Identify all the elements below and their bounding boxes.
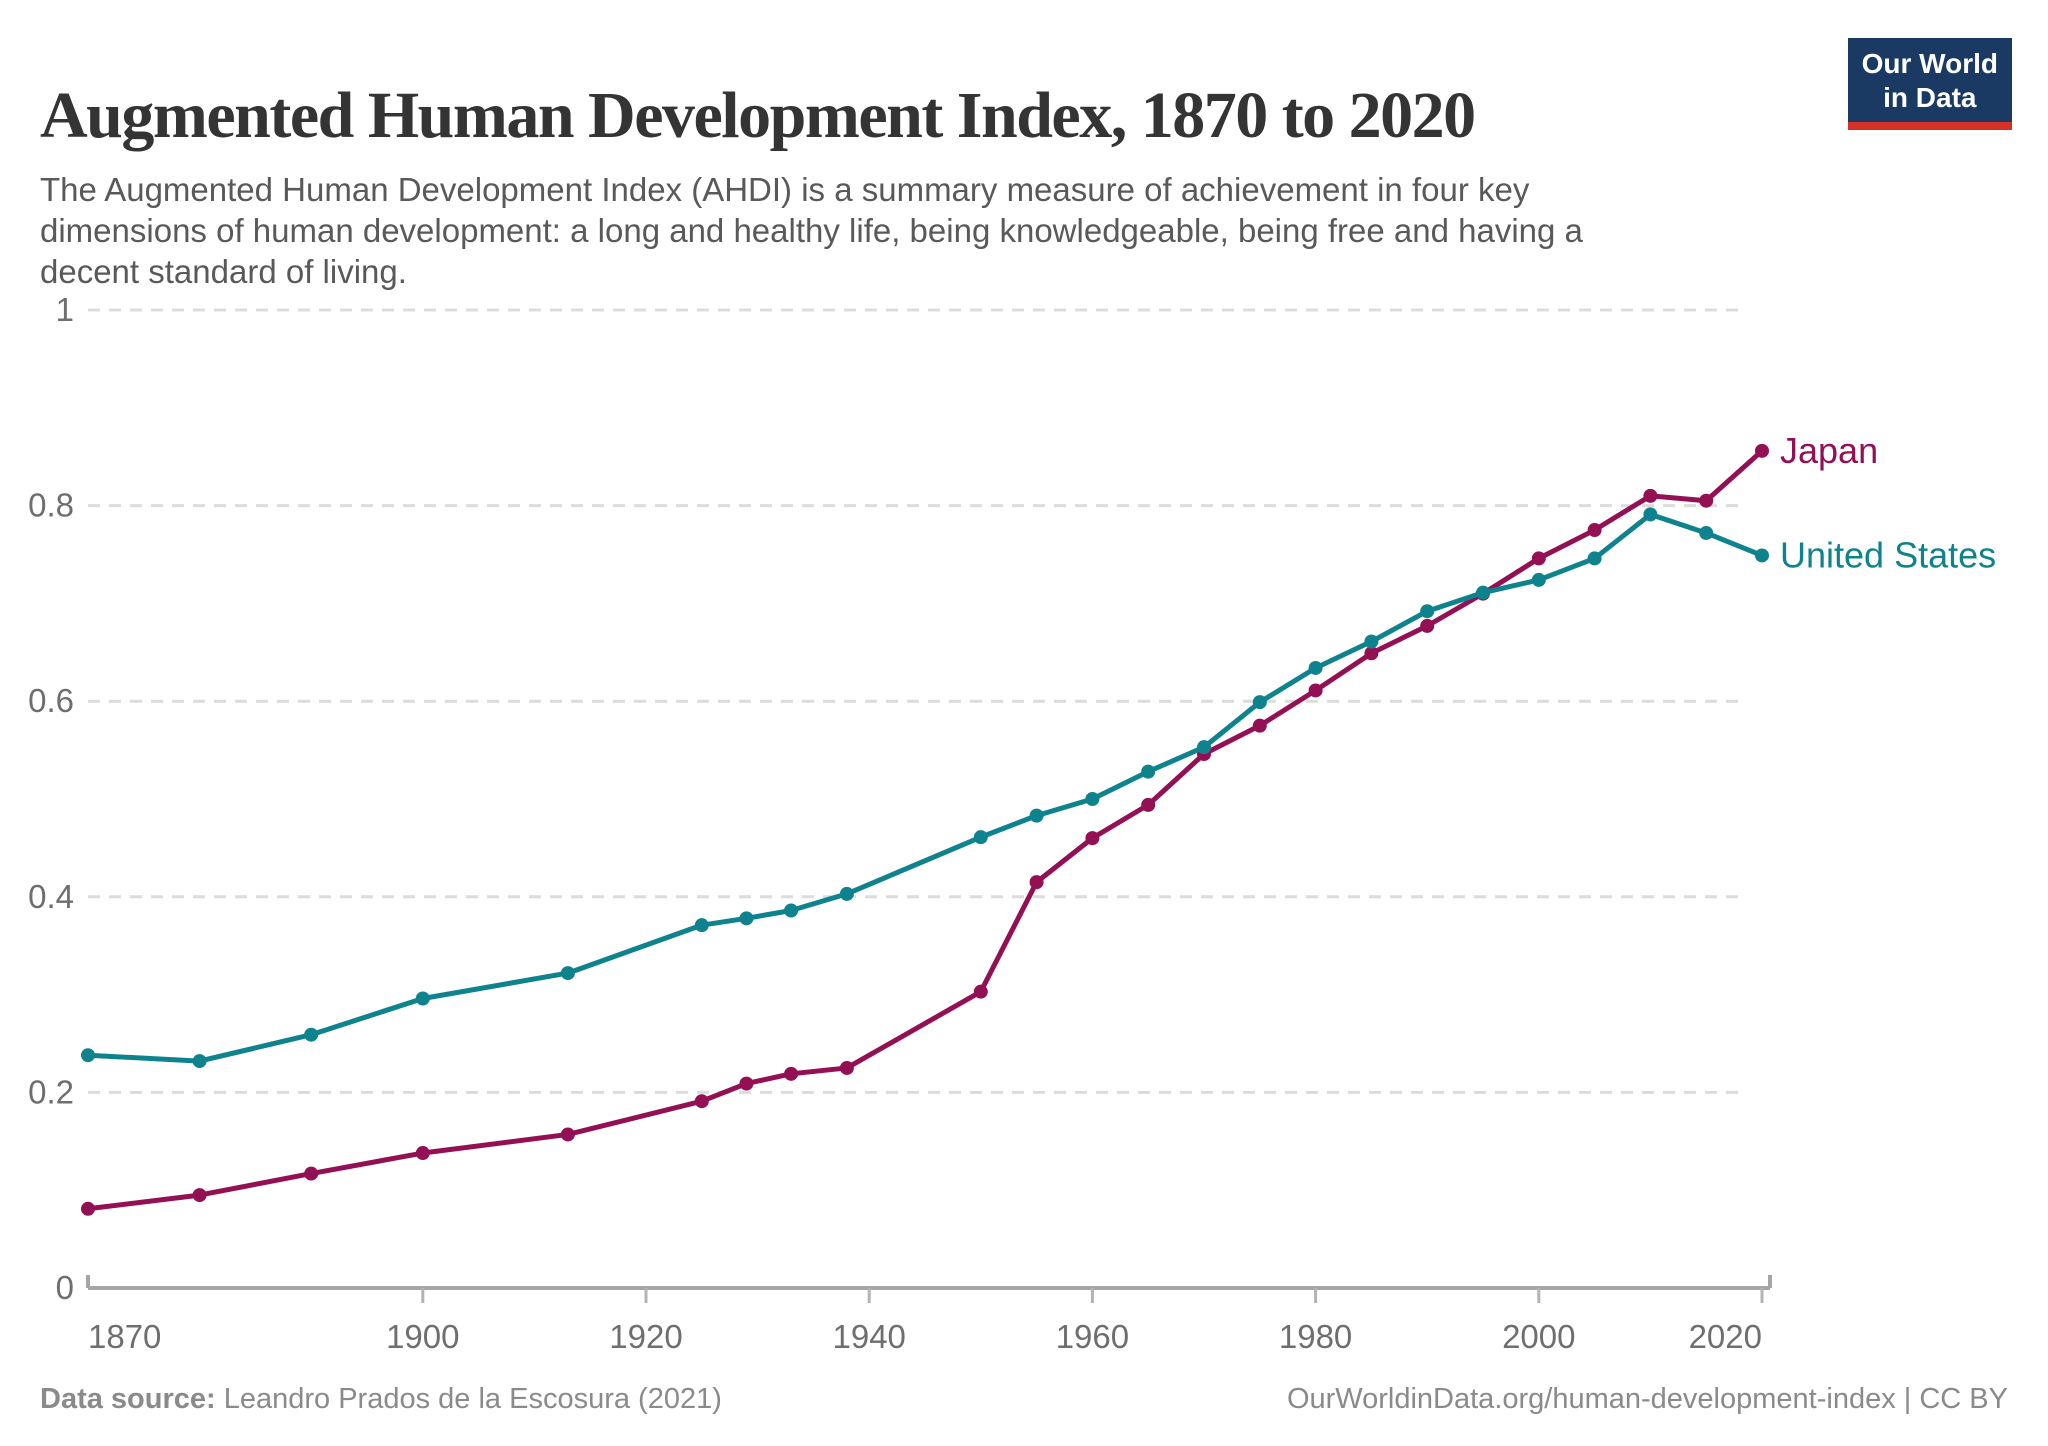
data-source-label: Data source: — [40, 1383, 216, 1415]
chart-footer: Data source: Leandro Prados de la Escosu… — [40, 1383, 2008, 1416]
series-point-1-1900 — [415, 991, 430, 1006]
series-end-label-1: United States — [1780, 534, 1996, 575]
series-point-1-1913 — [560, 966, 575, 981]
data-source-text: Leandro Prados de la Escosura (2021) — [215, 1383, 722, 1415]
series-point-0-1990 — [1420, 618, 1435, 633]
series-point-1-2015 — [1699, 525, 1714, 540]
series-end-label-0: Japan — [1780, 430, 1878, 471]
series-point-0-2015 — [1699, 493, 1714, 508]
y-tick-label-0.6: 0.6 — [28, 682, 74, 719]
y-tick-label-0.2: 0.2 — [28, 1073, 74, 1110]
series-point-1-1880 — [192, 1054, 207, 1069]
series-point-1-1970 — [1197, 740, 1211, 755]
x-tick-label-1960: 1960 — [1056, 1318, 1129, 1355]
data-source: Data source: Leandro Prados de la Escosu… — [40, 1383, 722, 1416]
series-point-0-1950 — [973, 984, 988, 999]
series-point-0-1900 — [415, 1146, 430, 1161]
x-tick-label-1900: 1900 — [386, 1318, 459, 1355]
series-point-0-1913 — [560, 1127, 575, 1142]
series-point-0-1925 — [694, 1094, 709, 1109]
series-point-1-1980 — [1308, 660, 1323, 675]
series-point-0-2005 — [1587, 523, 1602, 538]
series-point-1-1995 — [1476, 585, 1490, 600]
series-point-0-1880 — [192, 1188, 207, 1203]
owid-logo-line2: in Data — [1883, 82, 1977, 113]
owid-logo[interactable]: Our World in Data — [1847, 38, 2012, 130]
series-point-0-1890 — [304, 1166, 319, 1181]
series-point-1-1929 — [739, 911, 754, 926]
series-point-0-1955 — [1029, 875, 1044, 890]
series-line-1 — [85, 511, 1765, 1064]
series-point-0-1933 — [784, 1066, 799, 1081]
y-tick-label-0.8: 0.8 — [28, 487, 74, 524]
x-tick-label-1920: 1920 — [609, 1318, 682, 1355]
series-point-1-2010 — [1643, 507, 1658, 522]
owid-link[interactable]: OurWorldinData.org/human-development-ind… — [1286, 1383, 2008, 1415]
x-tick-label-2020: 2020 — [1689, 1318, 1762, 1355]
series-point-0-1980 — [1308, 683, 1323, 698]
x-tick-label-2000: 2000 — [1502, 1318, 1575, 1355]
chart-subtitle: The Augmented Human Development Index (A… — [40, 171, 1583, 290]
series-point-1-2020 — [1755, 548, 1769, 563]
series-point-1-1960 — [1085, 792, 1100, 806]
series-point-1-2000 — [1531, 572, 1546, 587]
x-tick-label-1980: 1980 — [1279, 1318, 1352, 1355]
series-point-0-2020 — [1755, 443, 1769, 458]
series-point-1-1870 — [81, 1048, 95, 1063]
series-point-1-1933 — [784, 903, 799, 918]
series-point-0-2010 — [1643, 488, 1658, 503]
series-point-0-1985 — [1364, 646, 1379, 661]
x-tick-label-1940: 1940 — [832, 1318, 905, 1355]
series-point-0-1938 — [839, 1060, 854, 1075]
y-tick-label-0.4: 0.4 — [28, 878, 74, 915]
series-point-1-1985 — [1364, 634, 1379, 649]
y-tick-label-1: 1 — [56, 291, 74, 328]
owid-logo-line1: Our World — [1861, 48, 1998, 79]
series-point-1-1990 — [1420, 604, 1435, 619]
series-point-0-1975 — [1252, 718, 1267, 733]
series-point-1-1950 — [973, 830, 988, 845]
chart-title: Augmented Human Development Index, 1870 … — [40, 79, 1476, 153]
series-point-1-1975 — [1252, 695, 1267, 710]
series-line-0 — [85, 448, 1765, 1212]
series-point-0-1965 — [1141, 797, 1156, 812]
series-point-0-2000 — [1531, 551, 1546, 566]
series-point-1-1890 — [304, 1027, 319, 1042]
series-point-1-1925 — [694, 918, 709, 933]
series-point-1-2005 — [1587, 551, 1602, 566]
series-point-1-1938 — [839, 886, 854, 901]
series-point-0-1929 — [739, 1076, 754, 1091]
series-point-1-1965 — [1141, 764, 1156, 779]
series-point-0-1870 — [81, 1201, 95, 1216]
x-tick-label-1870: 1870 — [88, 1318, 161, 1355]
y-tick-label-0: 0 — [56, 1269, 74, 1306]
series-point-1-1955 — [1029, 808, 1044, 823]
series-point-0-1960 — [1085, 831, 1100, 846]
